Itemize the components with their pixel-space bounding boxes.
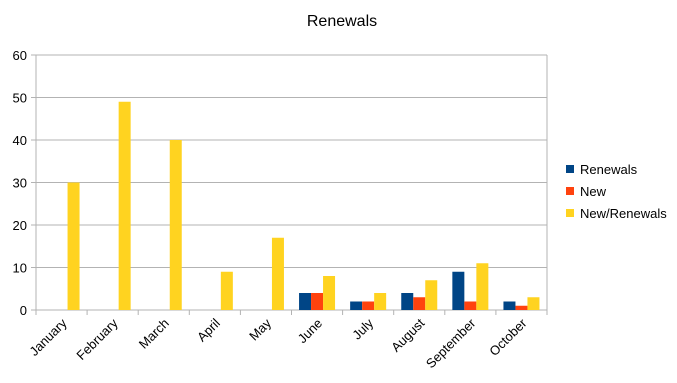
chart-title: Renewals [307, 13, 377, 30]
legend-label: Renewals [580, 162, 638, 177]
bars [67, 101, 540, 310]
legend-swatch [566, 209, 574, 217]
bar-renewals-august [401, 293, 414, 310]
y-tick-label: 60 [13, 48, 27, 63]
bar-renewals-september [452, 271, 465, 310]
y-axis-ticks: 0 10 20 30 40 50 60 [13, 48, 27, 318]
legend-label: New/Renewals [580, 206, 667, 221]
x-tick-label: June [295, 316, 326, 347]
bar-new-july [362, 301, 375, 310]
grid-lines [31, 54, 548, 315]
x-tick-label: August [388, 315, 427, 354]
bar-new-renewals-june [323, 276, 336, 310]
x-tick-label: April [194, 315, 223, 344]
x-tick-label: March [136, 316, 172, 352]
legend: Renewals New New/Renewals [566, 162, 667, 221]
x-tick-label: May [246, 315, 274, 343]
x-tick-label: September [423, 315, 479, 371]
bar-renewals-june [299, 293, 312, 310]
bar-new-june [311, 293, 324, 310]
y-tick-label: 20 [13, 218, 27, 233]
bar-new-october [515, 305, 528, 310]
bar-new-renewals-january [67, 182, 80, 310]
x-tick-label: January [26, 315, 70, 359]
bar-new-renewals-february [118, 101, 131, 310]
bar-new-renewals-october [527, 297, 540, 310]
bar-new-september [464, 301, 477, 310]
legend-swatch [566, 165, 574, 173]
x-tick-label: October [486, 315, 530, 359]
bar-new-august [413, 297, 426, 310]
x-tick-label: July [349, 315, 376, 342]
legend-label: New [580, 184, 607, 199]
legend-swatch [566, 187, 574, 195]
y-tick-label: 0 [20, 303, 27, 318]
y-tick-label: 50 [13, 91, 27, 106]
x-axis-ticks: January February March April May June July Augu… [26, 315, 530, 371]
y-tick-label: 40 [13, 133, 27, 148]
bar-renewals-october [503, 301, 516, 310]
bar-new-renewals-july [374, 293, 387, 310]
bar-new-renewals-april [220, 271, 233, 310]
y-tick-label: 10 [13, 261, 27, 276]
bar-new-renewals-august [425, 280, 438, 310]
bar-new-renewals-may [271, 237, 284, 310]
x-tick-label: February [73, 315, 121, 363]
bar-new-renewals-september [476, 263, 489, 310]
bar-renewals-july [350, 301, 363, 310]
y-tick-label: 30 [13, 176, 27, 191]
bar-new-renewals-march [169, 140, 182, 310]
